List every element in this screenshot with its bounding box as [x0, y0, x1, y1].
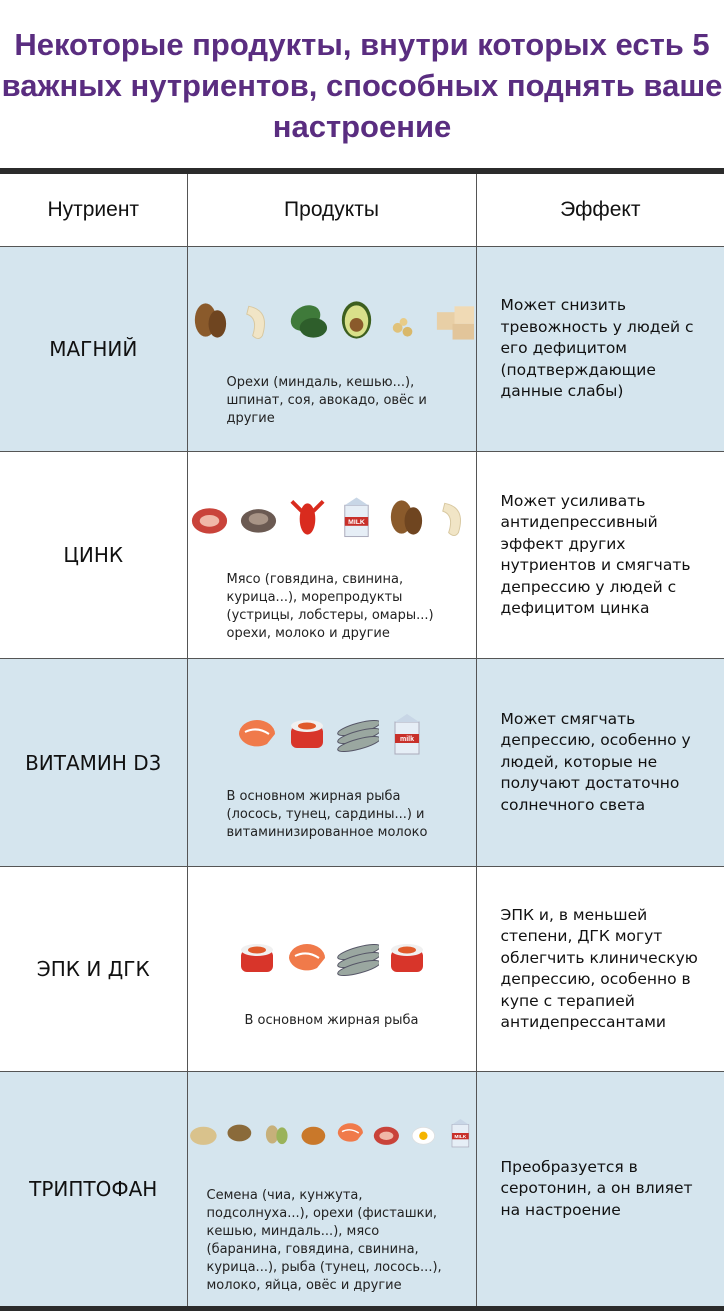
products-cell: MILK Семена (чиа, кунжута, подсолнуха...…: [186, 1071, 477, 1309]
table-row: ТРИПТОФАН MILK Семена (чиа, кунжута, под…: [0, 1071, 724, 1309]
soy-icon: [392, 318, 412, 337]
header-nutrient: Нутриент: [0, 170, 188, 247]
milk-label: milk: [399, 736, 413, 743]
tofu-icon: [436, 306, 474, 340]
products-illustration: milk: [188, 684, 476, 784]
table-row: МАГНИЙ Орехи (миндаль, кешью...), шпинат…: [0, 246, 724, 452]
page-title: Некоторые продукты, внутри которых есть …: [1, 26, 723, 144]
header-products: Продукты: [186, 170, 477, 247]
products-caption: В основном жирная рыба (лосось, тунец, с…: [226, 788, 428, 840]
milk-label: MILK: [348, 519, 365, 526]
milk-carton-icon: MILK: [343, 497, 369, 538]
sushi-icon: [290, 719, 323, 748]
seeds-icon: [189, 1126, 217, 1145]
meat-icon: [374, 1126, 400, 1145]
nutrient-name: МАГНИЙ: [0, 246, 188, 452]
products-cell: milk В основном жирная рыба (лосось, тун…: [186, 658, 477, 867]
products-caption: Орехи (миндаль, кешью...), шпинат, соя, …: [226, 375, 427, 426]
products-illustration: MILK: [188, 467, 476, 567]
products-cell: В основном жирная рыба: [186, 866, 477, 1072]
header-effect: Эффект: [475, 170, 724, 247]
pistachio-icon: [265, 1125, 288, 1145]
almond-icon: [194, 303, 226, 338]
nutrient-name: ТРИПТОФАН: [0, 1071, 188, 1309]
effect-text: Преобразуется в серотонин, а он влияет н…: [475, 1071, 724, 1309]
milk-carton-icon: MILK: [451, 1119, 469, 1148]
nutrient-name: ВИТАМИН D3: [0, 658, 188, 867]
salmon-icon: [288, 944, 325, 971]
sardines-icon: [336, 944, 379, 976]
chicken-icon: [301, 1126, 326, 1145]
effect-text: Может снизить тревожность у людей с его …: [475, 246, 724, 452]
effect-text: Может усиливать антидепрессивный эффект …: [475, 451, 724, 659]
products-illustration: MILK: [188, 1083, 476, 1183]
products-cell: MILK Мясо (говядина, свинина, курица...)…: [186, 451, 477, 659]
avocado-icon: [341, 301, 371, 339]
table-row: ВИТАМИН D3 milk В основном жирная рыба (…: [0, 658, 724, 867]
cashew-icon: [441, 502, 461, 537]
milk-label: MILK: [454, 1134, 466, 1140]
header-row: Нутриент Продукты Эффект: [0, 170, 724, 247]
spinach-icon: [290, 305, 327, 338]
products-caption: Семена (чиа, кунжута, подсолнуха...), ор…: [206, 1188, 442, 1293]
salmon-icon: [238, 719, 275, 746]
sushi-icon: [390, 944, 423, 972]
oyster-icon: [240, 509, 276, 533]
meat-icon: [191, 508, 227, 534]
table-row: ЭПК И ДГК В основном жирная рыба ЭПК и, …: [0, 866, 724, 1072]
nutrient-name: ЦИНК: [0, 451, 188, 659]
cashew-icon: [245, 305, 265, 340]
almond-icon: [390, 500, 422, 535]
table-row: ЦИНК MILK Мясо (говядина, свинина, куриц…: [0, 451, 724, 659]
egg-icon: [411, 1127, 435, 1145]
effect-text: Может смягчать депрессию, особенно у люд…: [475, 658, 724, 867]
salmon-icon: [337, 1123, 363, 1142]
sushi-icon: [240, 944, 273, 972]
sardines-icon: [336, 719, 379, 752]
milk-carton-icon: milk: [394, 713, 419, 754]
effect-text: ЭПК и, в меньшей степени, ДГК могут обле…: [475, 866, 724, 1072]
products-caption: В основном жирная рыба: [244, 1013, 419, 1028]
oats-icon: [227, 1124, 252, 1142]
products-caption: Мясо (говядина, свинина, курица...), мор…: [226, 572, 434, 641]
products-illustration: [188, 908, 476, 1008]
nutrient-table: Нутриент Продукты Эффект МАГНИЙ Орехи (м…: [0, 168, 724, 1311]
nutrient-name: ЭПК И ДГК: [0, 866, 188, 1072]
products-illustration: [188, 270, 476, 370]
products-cell: Орехи (миндаль, кешью...), шпинат, соя, …: [186, 246, 477, 452]
lobster-icon: [289, 499, 325, 535]
